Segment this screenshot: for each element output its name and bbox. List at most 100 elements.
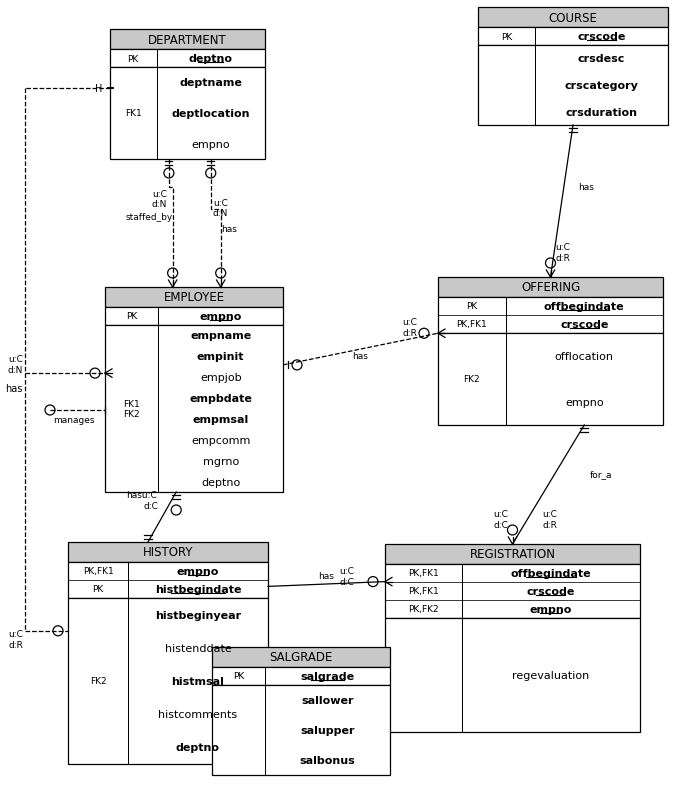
- Text: deptno: deptno: [176, 743, 220, 752]
- Text: PK: PK: [466, 302, 477, 311]
- Bar: [212, 667, 390, 685]
- Text: PK,FK1: PK,FK1: [83, 567, 113, 576]
- Text: REGISTRATION: REGISTRATION: [469, 548, 555, 561]
- Text: offbegindate: offbegindate: [511, 569, 591, 578]
- Bar: [68, 598, 268, 764]
- Text: d:R: d:R: [8, 640, 23, 649]
- Text: has: has: [353, 351, 368, 360]
- Bar: [438, 334, 663, 426]
- Text: empno: empno: [191, 140, 230, 149]
- Text: empno: empno: [199, 312, 242, 322]
- Text: histcomments: histcomments: [159, 709, 237, 719]
- Text: crscode: crscode: [526, 586, 575, 596]
- Text: histmsal: histmsal: [172, 676, 224, 687]
- Bar: [68, 542, 268, 562]
- Bar: [105, 288, 283, 308]
- Text: PK: PK: [233, 671, 244, 681]
- Text: staffed_by: staffed_by: [126, 213, 172, 221]
- Text: empbdate: empbdate: [189, 394, 252, 403]
- Text: PK,FK1: PK,FK1: [408, 569, 439, 577]
- Text: regevaluation: regevaluation: [512, 670, 589, 680]
- Text: has: has: [221, 225, 237, 233]
- Text: d:C: d:C: [144, 501, 159, 510]
- Text: u:C: u:C: [8, 354, 23, 363]
- Bar: [105, 308, 283, 326]
- Bar: [478, 8, 668, 28]
- Text: PK: PK: [501, 32, 512, 42]
- Text: H: H: [95, 83, 102, 93]
- Text: empno: empno: [177, 566, 219, 577]
- Bar: [110, 30, 265, 50]
- Bar: [212, 685, 390, 775]
- Text: deptname: deptname: [179, 79, 242, 88]
- Text: u:C: u:C: [555, 243, 571, 252]
- Text: SALGRADE: SALGRADE: [269, 650, 333, 664]
- Text: empjob: empjob: [200, 373, 242, 383]
- Text: OFFERING: OFFERING: [521, 282, 580, 294]
- Bar: [212, 647, 390, 667]
- Text: PK: PK: [92, 585, 104, 593]
- Text: mgrno: mgrno: [203, 456, 239, 466]
- Text: d:C: d:C: [493, 520, 509, 529]
- Text: offlocation: offlocation: [555, 351, 613, 362]
- Text: sallower: sallower: [302, 695, 354, 705]
- Bar: [385, 545, 640, 565]
- Bar: [438, 277, 663, 298]
- Text: PK: PK: [126, 312, 137, 321]
- Text: has: has: [319, 572, 335, 581]
- Text: offbegindate: offbegindate: [544, 302, 624, 312]
- Text: crscode: crscode: [560, 320, 609, 330]
- Text: u:C: u:C: [8, 629, 23, 638]
- Text: FK1: FK1: [125, 109, 141, 119]
- Text: u:C: u:C: [402, 318, 417, 327]
- Bar: [438, 298, 663, 334]
- Text: COURSE: COURSE: [549, 11, 598, 25]
- Text: empcomm: empcomm: [191, 435, 250, 445]
- Text: DEPARTMENT: DEPARTMENT: [148, 34, 227, 47]
- Text: d:C: d:C: [339, 577, 355, 586]
- Bar: [110, 68, 265, 160]
- Text: u:C: u:C: [213, 199, 228, 208]
- Text: u:C: u:C: [493, 509, 509, 518]
- Text: deptlocation: deptlocation: [172, 109, 250, 119]
- Bar: [110, 50, 265, 68]
- Text: deptno: deptno: [201, 477, 240, 487]
- Text: PK,FK1: PK,FK1: [408, 587, 439, 596]
- Text: histenddate: histenddate: [165, 643, 231, 653]
- Bar: [478, 28, 668, 46]
- Text: empmsal: empmsal: [193, 415, 249, 424]
- Text: u:C: u:C: [152, 190, 167, 199]
- Text: crsdesc: crsdesc: [578, 55, 625, 64]
- Text: FK1
FK2: FK1 FK2: [124, 399, 140, 419]
- Text: has: has: [578, 183, 594, 192]
- Text: deptno: deptno: [189, 54, 233, 64]
- Text: EMPLOYEE: EMPLOYEE: [164, 291, 224, 304]
- Text: d:R: d:R: [542, 520, 558, 529]
- Text: PK: PK: [128, 55, 139, 63]
- Bar: [105, 326, 283, 492]
- Text: salgrade: salgrade: [301, 671, 355, 681]
- Text: u:C: u:C: [542, 509, 558, 518]
- Text: d:R: d:R: [555, 253, 571, 263]
- Text: crsduration: crsduration: [566, 107, 638, 118]
- Text: empname: empname: [190, 331, 251, 341]
- Bar: [385, 618, 640, 732]
- Text: d:R: d:R: [402, 329, 417, 338]
- Text: empinit: empinit: [197, 352, 244, 362]
- Text: d:N: d:N: [8, 366, 23, 375]
- Text: has: has: [6, 383, 23, 394]
- Text: crscategory: crscategory: [564, 81, 638, 91]
- Text: salupper: salupper: [300, 725, 355, 735]
- Bar: [68, 562, 268, 598]
- Text: PK,FK2: PK,FK2: [408, 605, 439, 614]
- Bar: [385, 565, 640, 618]
- Text: manages: manages: [53, 415, 95, 424]
- Text: u:C: u:C: [339, 566, 355, 575]
- Bar: [478, 46, 668, 126]
- Text: FK2: FK2: [90, 677, 106, 686]
- Text: empno: empno: [565, 398, 604, 407]
- Text: histbeginyear: histbeginyear: [155, 610, 241, 620]
- Text: salbonus: salbonus: [300, 755, 355, 765]
- Text: crscode: crscode: [578, 32, 626, 42]
- Text: hasu:C: hasu:C: [126, 490, 157, 500]
